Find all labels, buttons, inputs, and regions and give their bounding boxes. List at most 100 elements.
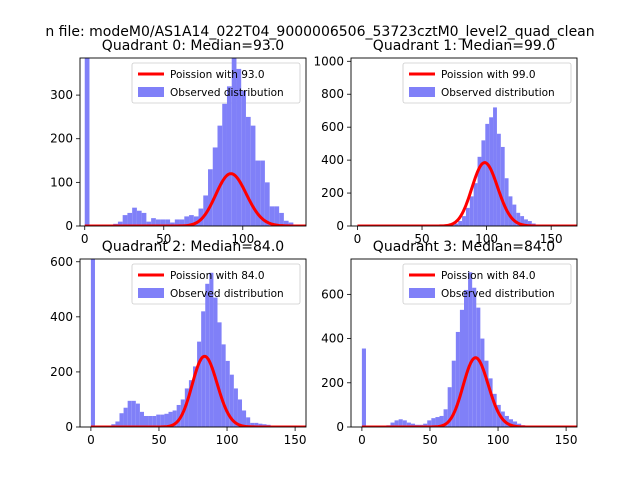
histogram-bar xyxy=(90,259,95,427)
x-tick-label: 0 xyxy=(358,433,366,447)
x-tick-label: 100 xyxy=(231,232,254,246)
histogram-bar xyxy=(481,140,486,226)
histogram-bar xyxy=(508,419,514,427)
histogram-bar xyxy=(229,374,234,427)
panel-quadrant-3: 0 50 100 150 0 200 400 600 Poission with 84.0 Obs… xyxy=(321,258,578,447)
histogram-bar xyxy=(170,222,175,226)
histogram-bar xyxy=(254,422,259,427)
axes-frame xyxy=(79,57,307,227)
legend-observed-label: Observed distribution xyxy=(441,288,555,300)
y-tick-label: 1000 xyxy=(313,54,344,68)
histogram-bar xyxy=(468,272,473,427)
histogram-bar xyxy=(217,322,222,427)
histogram-bar xyxy=(245,116,251,226)
histogram-bar xyxy=(176,404,181,427)
histogram-bar xyxy=(179,219,185,226)
histogram-bar xyxy=(524,219,528,226)
histogram-bar xyxy=(160,414,165,427)
axes-frame xyxy=(350,258,578,428)
histogram-bar xyxy=(156,414,161,427)
y-tick-label: 600 xyxy=(50,255,73,269)
y-tick-label: 600 xyxy=(321,120,344,134)
histogram-bar xyxy=(148,415,153,427)
histogram-bar xyxy=(431,418,436,427)
histogram-bar xyxy=(136,210,142,226)
histogram-bar xyxy=(492,393,497,427)
histogram-bar xyxy=(250,125,256,226)
panel-title: Quadrant 0: Median=93.0 xyxy=(102,38,284,54)
histogram-bar xyxy=(283,220,289,226)
histogram-bar xyxy=(241,90,246,226)
histogram-bar xyxy=(188,380,193,427)
histogram-bar xyxy=(237,399,243,427)
histogram-bar xyxy=(131,400,136,427)
histogram-bar xyxy=(269,206,275,226)
legend-box xyxy=(402,62,572,104)
histogram-bar xyxy=(165,219,171,226)
histogram-bar xyxy=(155,219,161,226)
histogram-bar xyxy=(115,421,120,427)
histogram-bar xyxy=(139,411,144,427)
y-tick-label: 0 xyxy=(65,420,73,434)
histogram-bar xyxy=(476,307,481,427)
histogram-bar xyxy=(123,407,128,427)
histogram-bar xyxy=(127,400,132,427)
histogram-bar xyxy=(390,422,395,427)
panel-title: Quadrant 1: Median=99.0 xyxy=(373,38,555,54)
histogram-bar xyxy=(527,221,532,226)
histogram-bar xyxy=(143,415,149,427)
histogram-bar xyxy=(193,366,198,427)
histogram-bar xyxy=(435,417,440,427)
histogram-bar xyxy=(127,212,133,226)
histogram-bar xyxy=(464,289,469,427)
y-tick-label: 400 xyxy=(321,153,344,167)
y-tick-label: 0 xyxy=(65,219,73,233)
histogram-bar xyxy=(508,196,513,226)
x-tick-label: 0 xyxy=(354,232,362,246)
histogram-bar xyxy=(236,68,242,226)
histogram-bar xyxy=(516,212,521,226)
legend-observed-label: Observed distribution xyxy=(170,288,284,300)
histogram-bar xyxy=(193,216,199,226)
histogram-bar xyxy=(406,422,411,427)
y-tick-label: 200 xyxy=(321,376,344,390)
y-tick-label: 200 xyxy=(50,365,73,379)
histogram-bar xyxy=(455,331,460,427)
y-tick-label: 800 xyxy=(321,87,344,101)
y-tick-label: 600 xyxy=(321,287,344,301)
poisson-curve xyxy=(84,172,306,226)
histogram-bar xyxy=(246,417,251,427)
histogram-bar xyxy=(447,387,452,427)
axes-frame xyxy=(350,57,578,227)
histogram-bar xyxy=(132,207,137,226)
x-tick-label: 50 xyxy=(422,433,437,447)
x-tick-label: 150 xyxy=(540,232,563,246)
x-tick-label: 100 xyxy=(487,433,510,447)
x-tick-label: 50 xyxy=(414,232,429,246)
histogram-bar xyxy=(209,272,214,427)
histogram-bar xyxy=(141,212,147,226)
histogram-bar xyxy=(488,378,493,427)
histogram-bar xyxy=(222,103,227,226)
x-tick-label: 100 xyxy=(216,433,239,447)
y-tick-label: 200 xyxy=(50,132,73,146)
histogram-bar xyxy=(201,311,206,427)
histogram-bar xyxy=(212,147,218,226)
legend-poisson-label: Poission with 84.0 xyxy=(441,270,536,282)
histogram-bar xyxy=(233,388,238,427)
legend-observed-swatch xyxy=(138,87,164,97)
y-tick-label: 400 xyxy=(321,332,344,346)
y-tick-label: 300 xyxy=(50,88,73,102)
histogram-bar xyxy=(402,420,407,427)
x-tick-label: 50 xyxy=(151,433,166,447)
plot-area xyxy=(357,107,577,226)
x-tick-label: 0 xyxy=(87,433,95,447)
histogram-bar xyxy=(427,420,432,427)
histogram-bar xyxy=(459,309,464,427)
x-tick-label: 100 xyxy=(475,232,498,246)
histogram-bar xyxy=(513,421,518,427)
histogram-bar xyxy=(398,419,403,427)
histogram-bar xyxy=(443,409,448,427)
histogram-bar xyxy=(184,388,189,427)
legend-observed-swatch xyxy=(138,288,164,298)
